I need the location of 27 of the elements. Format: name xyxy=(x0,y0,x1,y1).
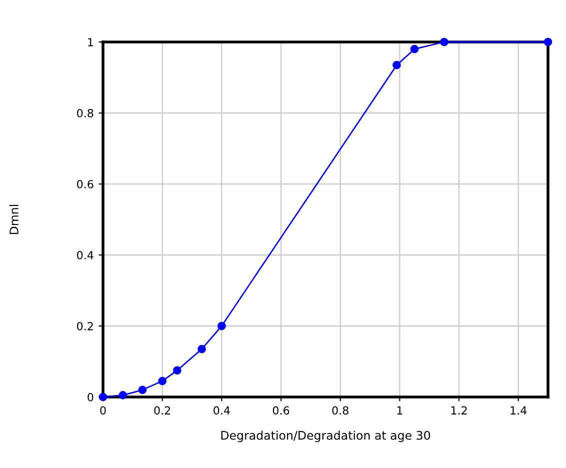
x-tick-label: 0.8 xyxy=(332,406,348,415)
point xyxy=(98,392,108,402)
point xyxy=(198,344,206,354)
point xyxy=(173,366,182,375)
point xyxy=(138,386,147,394)
x-tick-label: 0.6 xyxy=(272,406,290,415)
x-tick-label: 1.2 xyxy=(451,406,467,414)
point xyxy=(218,322,226,330)
x-axis-title: Degradation/Degradation at age 30 xyxy=(221,430,430,442)
x-tick-label: 0.4 xyxy=(214,406,230,415)
x-tick-label: 1 xyxy=(397,406,402,414)
y-tick-label: 0.6 xyxy=(77,180,94,188)
x-tick-label: 0 xyxy=(100,406,106,415)
x-tick-label: 1.4 xyxy=(510,406,527,414)
point xyxy=(392,60,401,70)
y-tick-label: 0 xyxy=(88,392,94,402)
point xyxy=(544,38,552,46)
y-tick-label: 0.4 xyxy=(77,250,94,260)
point xyxy=(440,38,448,46)
point xyxy=(158,376,166,386)
point xyxy=(410,44,419,54)
y-axis-title: Dmnl xyxy=(9,204,18,234)
x-tick-label: 0.2 xyxy=(154,406,170,415)
y-tick-label: 0.2 xyxy=(77,322,93,330)
y-tick-label: 1 xyxy=(88,38,93,46)
y-tick-label: 0.8 xyxy=(77,108,94,118)
point xyxy=(118,391,128,400)
